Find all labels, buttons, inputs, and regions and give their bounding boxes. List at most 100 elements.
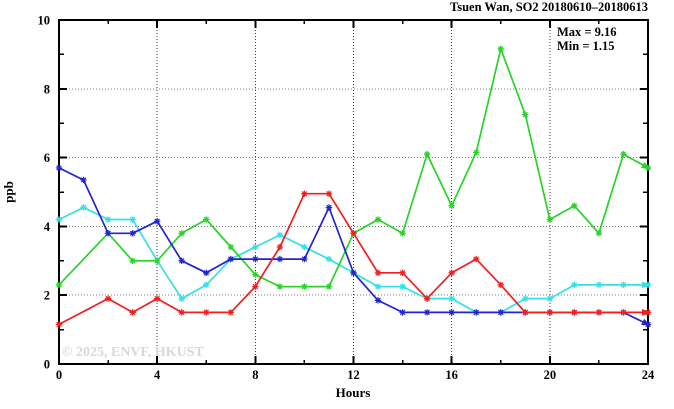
series-cyan-marker	[595, 281, 603, 289]
y-tick-label: 6	[44, 151, 50, 165]
series-green-marker	[571, 202, 578, 209]
watermark-text: © 2025, ENVF, HKUST	[62, 345, 204, 360]
min-value-label: Min = 1.15	[557, 39, 614, 53]
series-green-arrow	[641, 162, 651, 170]
series-green-marker	[497, 45, 504, 53]
series-red-marker	[350, 230, 357, 237]
series-red-marker	[595, 309, 603, 316]
series-red-arrow	[642, 309, 651, 316]
series-cyan-marker	[571, 281, 578, 289]
series-red-marker	[325, 190, 333, 197]
series-green-marker	[129, 257, 136, 264]
series-red-marker	[252, 283, 259, 290]
y-tick-label: 2	[44, 289, 50, 303]
series-blue-marker	[153, 218, 161, 225]
series-cyan-marker	[203, 281, 210, 289]
series-blue-marker	[399, 309, 406, 316]
series-cyan-marker	[80, 204, 87, 211]
series-cyan-marker	[522, 295, 529, 302]
x-tick-label: 24	[642, 368, 655, 382]
series-red-marker	[276, 243, 284, 251]
x-tick-label: 0	[56, 368, 62, 382]
series-cyan-marker	[374, 283, 382, 290]
series-green-marker	[276, 283, 284, 290]
y-tick-label: 4	[44, 220, 51, 234]
series-blue-marker	[178, 257, 185, 264]
x-tick-label: 20	[544, 368, 557, 382]
series-blue-marker	[473, 309, 480, 316]
series-red-marker	[497, 281, 504, 289]
series-cyan	[55, 204, 652, 316]
series-red-marker	[571, 309, 578, 316]
series-red-marker	[178, 309, 185, 316]
series-green-marker	[546, 216, 554, 223]
series-green-marker	[522, 111, 529, 118]
series-blue-marker	[252, 255, 259, 263]
series-blue-marker	[374, 297, 382, 304]
series-red-marker	[227, 309, 234, 316]
series-green-marker	[473, 149, 480, 156]
series-red-marker	[301, 190, 308, 197]
series-blue-marker	[104, 230, 112, 237]
x-axis-title: Hours	[336, 385, 371, 400]
series-cyan-marker	[620, 281, 627, 289]
series-cyan-marker	[301, 243, 308, 251]
series-blue-marker	[129, 230, 136, 237]
series-green-line	[58, 48, 649, 288]
series-green-marker	[399, 230, 406, 237]
series-blue-marker	[80, 176, 87, 184]
x-tick-label: 16	[445, 368, 458, 382]
series-green-marker	[227, 243, 234, 251]
x-tick-label: 12	[347, 368, 360, 382]
series-cyan-marker	[399, 283, 406, 290]
series-red-marker	[374, 269, 382, 277]
series-blue-marker	[203, 269, 210, 277]
chart-title: Tsuen Wan, SO2 20180610–20180613	[450, 0, 648, 14]
series-blue-marker	[301, 255, 308, 263]
series-red-marker	[203, 309, 210, 316]
series-blue-marker	[227, 255, 234, 263]
series-green-marker	[178, 230, 185, 237]
series-cyan-marker	[178, 295, 185, 302]
data-series	[55, 45, 652, 328]
max-value-label: Max = 9.16	[557, 25, 617, 39]
series-green-marker	[153, 257, 161, 264]
series-red-marker	[129, 309, 136, 316]
y-axis-title: ppb	[1, 181, 16, 203]
series-red	[55, 190, 652, 328]
series-blue-marker	[497, 309, 504, 316]
series-green-marker	[55, 281, 63, 289]
series-green-marker	[620, 150, 627, 158]
series-cyan-marker	[129, 216, 136, 223]
series-red-marker	[522, 309, 529, 316]
series-cyan-marker	[325, 255, 333, 263]
series-red-marker	[546, 309, 554, 316]
series-red-marker	[399, 269, 406, 277]
series-green-marker	[595, 230, 603, 237]
series-cyan-marker	[276, 231, 284, 239]
series-green-marker	[301, 283, 308, 290]
series-red-marker	[55, 321, 63, 328]
series-blue-marker	[325, 204, 333, 211]
series-green-marker	[374, 216, 382, 223]
series-blue-marker	[350, 269, 357, 277]
series-red-marker	[423, 295, 431, 302]
series-cyan-marker	[252, 243, 259, 251]
series-green-marker	[448, 202, 455, 209]
series-blue-marker	[276, 255, 284, 263]
series-blue-arrow	[641, 318, 651, 326]
series-cyan-marker	[104, 216, 112, 223]
series-red-line	[58, 192, 648, 326]
series-cyan-marker	[546, 295, 554, 302]
series-green-marker	[252, 271, 259, 278]
series-green-marker	[325, 283, 333, 290]
axis-ticks	[58, 19, 649, 365]
series-red-marker	[104, 295, 112, 302]
series-green-marker	[203, 216, 210, 223]
grid-lines	[60, 21, 647, 363]
series-blue-marker	[423, 309, 431, 316]
series-cyan-marker	[55, 216, 63, 223]
x-tick-label: 8	[252, 368, 258, 382]
